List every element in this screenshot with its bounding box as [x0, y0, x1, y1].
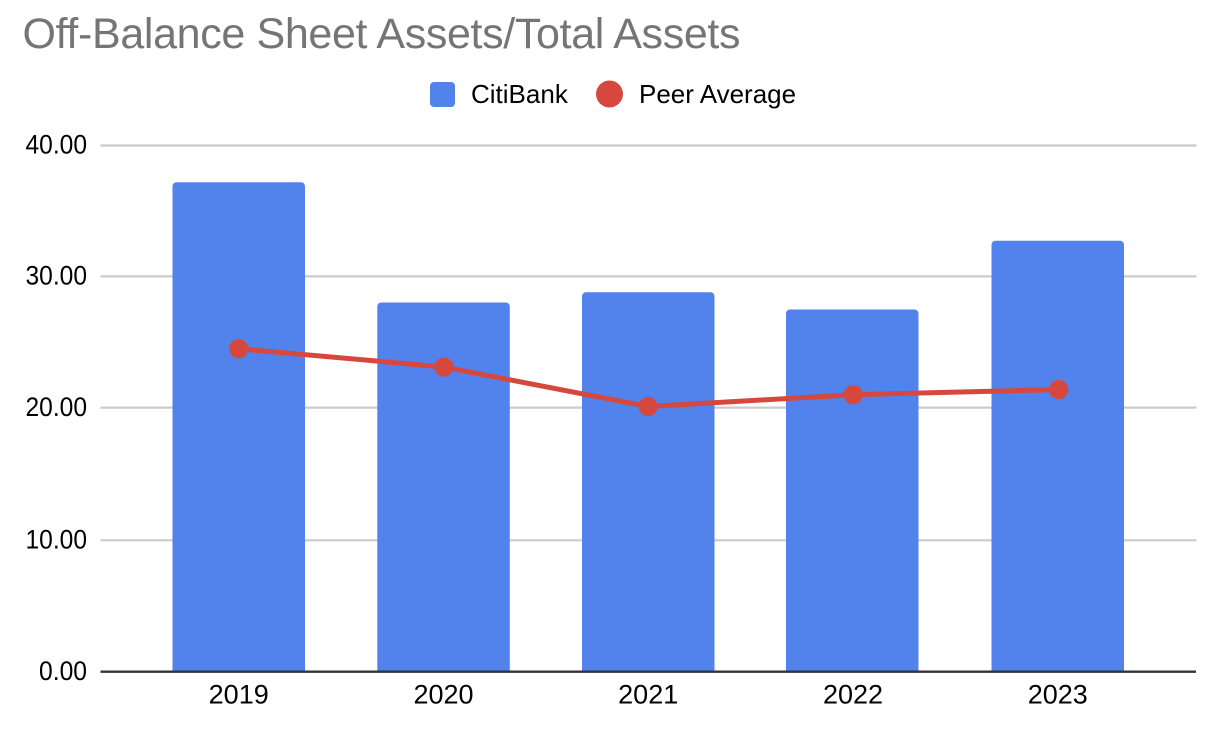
svg-text:30.00: 30.00	[26, 261, 88, 291]
svg-text:40.00: 40.00	[26, 130, 88, 160]
svg-text:2022: 2022	[823, 680, 883, 710]
svg-text:2023: 2023	[1028, 680, 1088, 710]
svg-text:2020: 2020	[413, 680, 473, 710]
svg-text:10.00: 10.00	[26, 525, 88, 555]
svg-text:2019: 2019	[209, 680, 269, 710]
svg-text:2021: 2021	[618, 680, 678, 710]
svg-text:0.00: 0.00	[39, 656, 87, 686]
svg-text:CitiBank: CitiBank	[471, 79, 569, 109]
svg-text:Off-Balance Sheet Assets/Total: Off-Balance Sheet Assets/Total Assets	[23, 10, 741, 58]
svg-text:20.00: 20.00	[26, 392, 88, 422]
svg-text:Peer Average: Peer Average	[639, 79, 796, 109]
